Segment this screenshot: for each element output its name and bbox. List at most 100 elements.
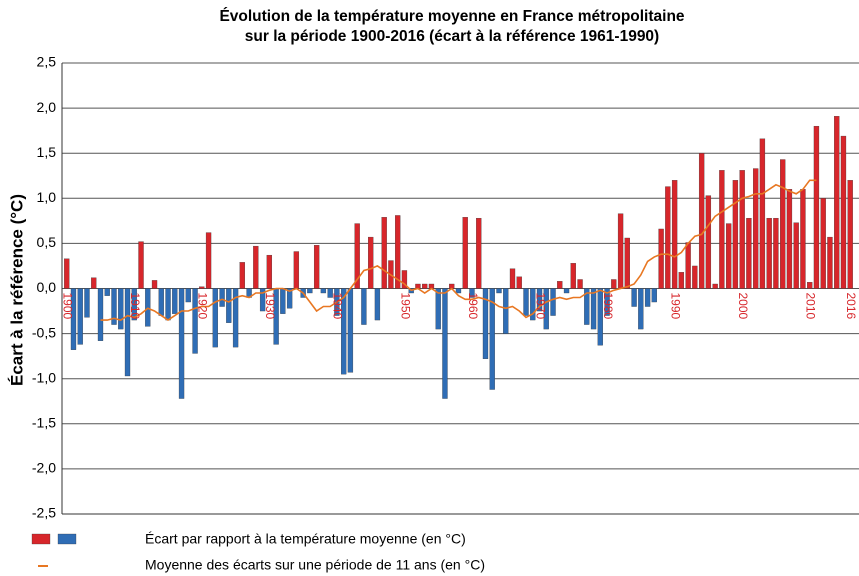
bar — [705, 195, 712, 289]
bar — [563, 288, 570, 294]
bar — [827, 236, 833, 289]
bar — [834, 116, 840, 289]
bar — [442, 288, 448, 399]
bar — [800, 189, 806, 289]
bar — [516, 276, 522, 289]
x-tick-label: 2010 — [804, 293, 818, 320]
bar — [124, 288, 131, 377]
bar — [847, 180, 853, 289]
x-tick-label: 1930 — [263, 293, 277, 320]
bar — [671, 180, 678, 289]
bar — [719, 170, 725, 289]
bar — [759, 138, 766, 289]
bar — [138, 241, 144, 289]
legend-label: Moyenne des écarts sur une période de 11… — [145, 557, 485, 573]
bar — [584, 288, 590, 325]
bar — [685, 242, 691, 289]
x-tick-label: 1950 — [398, 293, 412, 320]
bar — [739, 170, 745, 289]
bar — [590, 288, 597, 330]
bar — [469, 288, 475, 298]
legend-swatch — [31, 533, 51, 545]
bar — [327, 288, 333, 298]
y-tick-label: -1,5 — [32, 415, 56, 431]
x-tick-label: 1910 — [128, 293, 142, 320]
bar — [165, 288, 171, 321]
y-axis-label: Écart à la référence (°C) — [7, 194, 26, 386]
bar — [631, 288, 637, 307]
bar — [70, 288, 77, 350]
x-tick-label: 2000 — [736, 293, 750, 320]
bar — [361, 288, 367, 325]
y-tick-label: -2,0 — [32, 460, 56, 476]
chart-title: Évolution de la température moyenne en F… — [219, 8, 684, 25]
bar — [780, 159, 786, 289]
bar — [185, 288, 191, 303]
bar — [482, 288, 489, 360]
bar — [172, 288, 178, 314]
bar — [712, 283, 718, 289]
x-tick-label: 1920 — [196, 293, 210, 320]
legend-swatch — [57, 533, 77, 545]
x-tick-label: 1960 — [466, 293, 480, 320]
bar — [192, 288, 198, 354]
bar — [422, 283, 428, 289]
bar — [84, 288, 90, 318]
bar — [638, 288, 644, 330]
bar — [205, 232, 212, 289]
bar — [341, 288, 347, 375]
y-tick-label: 1,0 — [37, 189, 57, 205]
trend-line — [100, 179, 817, 322]
bar — [354, 223, 360, 289]
y-tick-label: 2,5 — [37, 54, 57, 70]
bar — [496, 288, 502, 294]
bar — [293, 251, 300, 289]
bar — [550, 288, 556, 316]
bar — [381, 217, 387, 289]
y-tick-label: -2,5 — [32, 505, 56, 521]
bar — [307, 288, 313, 294]
bar — [509, 268, 516, 289]
y-tick-label: 0,0 — [37, 279, 57, 295]
bar — [395, 215, 401, 289]
bar — [725, 223, 732, 289]
bar — [665, 186, 671, 289]
y-tick-label: 2,0 — [37, 99, 57, 115]
bar — [280, 288, 286, 314]
bar — [347, 288, 354, 373]
bar — [557, 281, 563, 289]
bar — [611, 279, 617, 289]
bar — [320, 288, 327, 294]
x-tick-label: 2016 — [844, 293, 858, 320]
bar — [158, 288, 164, 316]
bar — [651, 288, 657, 303]
bar — [523, 288, 529, 316]
bar — [91, 277, 97, 289]
bar — [226, 288, 232, 323]
x-tick-label: 1970 — [533, 293, 547, 320]
bar — [435, 288, 441, 330]
bar — [64, 258, 70, 289]
bar — [462, 217, 468, 289]
bar — [766, 217, 772, 289]
y-tick-label: -0,5 — [32, 324, 56, 340]
bar — [570, 263, 576, 289]
bar — [111, 288, 117, 325]
x-tick-label: 1900 — [61, 293, 75, 320]
y-tick-label: 0,5 — [37, 234, 57, 250]
bar — [253, 245, 259, 289]
bar — [199, 286, 205, 289]
bar — [597, 288, 603, 346]
x-tick-label: 1940 — [331, 293, 345, 320]
bar — [104, 288, 110, 296]
bar — [732, 180, 739, 289]
bar — [617, 213, 624, 289]
bar — [151, 280, 158, 289]
bar — [219, 288, 225, 307]
bar — [178, 288, 185, 399]
bar — [313, 245, 320, 289]
x-tick-label: 1990 — [668, 293, 682, 320]
bar — [536, 288, 543, 312]
bar — [97, 288, 104, 341]
